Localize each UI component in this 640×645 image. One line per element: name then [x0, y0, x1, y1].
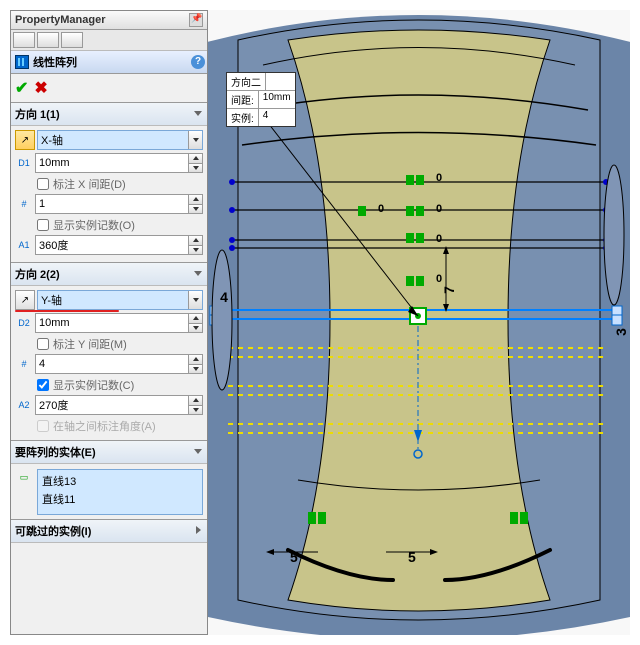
annotation-underline: [15, 310, 119, 312]
count-hash-icon: #: [15, 195, 33, 213]
callout-spacing-label: 间距:: [227, 91, 259, 108]
list-item[interactable]: 直线13: [40, 472, 200, 490]
section-dir2-header[interactable]: 方向 2(2): [11, 262, 207, 286]
property-manager-panel: PropertyManager 线性阵列 ? ✔ ✖ 方向 1(1) ↗ X-轴…: [10, 10, 208, 635]
count-hash-icon: #: [15, 355, 33, 373]
dir1-count-input[interactable]: 1: [35, 194, 203, 214]
doc-tab-3[interactable]: [61, 32, 83, 48]
chevron-down-icon: [193, 109, 203, 119]
model-viewport[interactable]: 7 3 4 5 5 0 0 0 0 0 方向二 间距:10mm 实例:4: [208, 10, 630, 635]
feature-title: 线性阵列 ?: [11, 51, 207, 74]
dir1-angle-input[interactable]: 360度: [35, 235, 203, 255]
chevron-down-icon: [193, 269, 203, 279]
callout-count-value[interactable]: 4: [259, 109, 293, 126]
svg-text:5: 5: [408, 549, 416, 565]
dir1-axis-combo[interactable]: X-轴: [37, 130, 203, 150]
chevron-right-icon: [193, 526, 203, 536]
spacing-d2-icon: D2: [15, 314, 33, 332]
dir1-body: ↗ X-轴 D1 10mm 标注 X 间距(D) # 1 显示实例记数(O) A…: [11, 126, 207, 262]
confirm-row: ✔ ✖: [11, 74, 207, 102]
feature-name: 线性阵列: [33, 54, 77, 70]
reverse-dir1-button[interactable]: ↗: [15, 130, 35, 150]
dir2-count-input[interactable]: 4: [35, 354, 203, 374]
dir2-header-text: 方向 2(2): [15, 266, 60, 282]
spacing-d1-icon: D1: [15, 154, 33, 172]
dir2-chk-count[interactable]: 显示实例记数(C): [37, 377, 203, 393]
entities-header-text: 要阵列的实体(E): [15, 444, 96, 460]
panel-title-text: PropertyManager: [15, 14, 105, 26]
dir2-chk-spacing[interactable]: 标注 Y 间距(M): [37, 336, 203, 352]
svg-text:5: 5: [290, 549, 298, 565]
panel-titlebar: PropertyManager: [11, 11, 207, 30]
list-item[interactable]: 直线11: [40, 490, 200, 508]
entities-listbox[interactable]: 直线13 直线11: [37, 469, 203, 515]
linear-pattern-icon: [15, 55, 29, 69]
dir2-angle-input[interactable]: 270度: [35, 395, 203, 415]
dropdown-icon[interactable]: [188, 131, 202, 149]
entities-body: ▭ 直线13 直线11: [11, 464, 207, 519]
dir1-chk-spacing[interactable]: 标注 X 间距(D): [37, 176, 203, 192]
entities-icon: ▭: [15, 468, 33, 486]
doc-tab-1[interactable]: [13, 32, 35, 48]
help-icon[interactable]: ?: [191, 55, 205, 69]
section-entities-header[interactable]: 要阵列的实体(E): [11, 440, 207, 464]
svg-text:0: 0: [436, 233, 442, 245]
svg-text:3: 3: [613, 328, 629, 336]
doc-tabs: [11, 30, 207, 51]
ok-button[interactable]: ✔: [15, 78, 28, 98]
svg-text:7: 7: [441, 286, 457, 294]
svg-text:4: 4: [220, 289, 228, 305]
angle-a1-icon: A1: [15, 236, 33, 254]
direction-callout[interactable]: 方向二 间距:10mm 实例:4: [226, 72, 296, 127]
svg-text:0: 0: [378, 203, 384, 215]
section-dir1-header[interactable]: 方向 1(1): [11, 102, 207, 126]
svg-text:0: 0: [436, 172, 442, 184]
dir2-chk-angle-between[interactable]: 在轴之间标注角度(A): [37, 418, 203, 434]
dir2-body: ↗ Y-轴 D2 10mm 标注 Y 间距(M) # 4 显示实例记数(C) A…: [11, 286, 207, 440]
dir1-chk-count[interactable]: 显示实例记数(O): [37, 217, 203, 233]
chevron-down-icon: [193, 447, 203, 457]
reverse-dir2-button[interactable]: ↗: [15, 290, 35, 310]
cancel-button[interactable]: ✖: [34, 78, 47, 98]
section-skip-header[interactable]: 可跳过的实例(I): [11, 519, 207, 543]
dir2-spacing-input[interactable]: 10mm: [35, 313, 203, 333]
dir1-header-text: 方向 1(1): [15, 106, 60, 122]
svg-text:0: 0: [436, 203, 442, 215]
skip-header-text: 可跳过的实例(I): [15, 523, 91, 539]
angle-a2-icon: A2: [15, 396, 33, 414]
dir2-axis-combo[interactable]: Y-轴: [37, 290, 203, 310]
callout-count-label: 实例:: [227, 109, 259, 126]
dropdown-icon[interactable]: [188, 291, 202, 309]
callout-title: 方向二: [227, 73, 266, 90]
dir1-spacing-input[interactable]: 10mm: [35, 153, 203, 173]
callout-spacing-value[interactable]: 10mm: [259, 91, 295, 108]
doc-tab-2[interactable]: [37, 32, 59, 48]
pin-icon[interactable]: [189, 13, 203, 27]
svg-text:0: 0: [436, 273, 442, 285]
